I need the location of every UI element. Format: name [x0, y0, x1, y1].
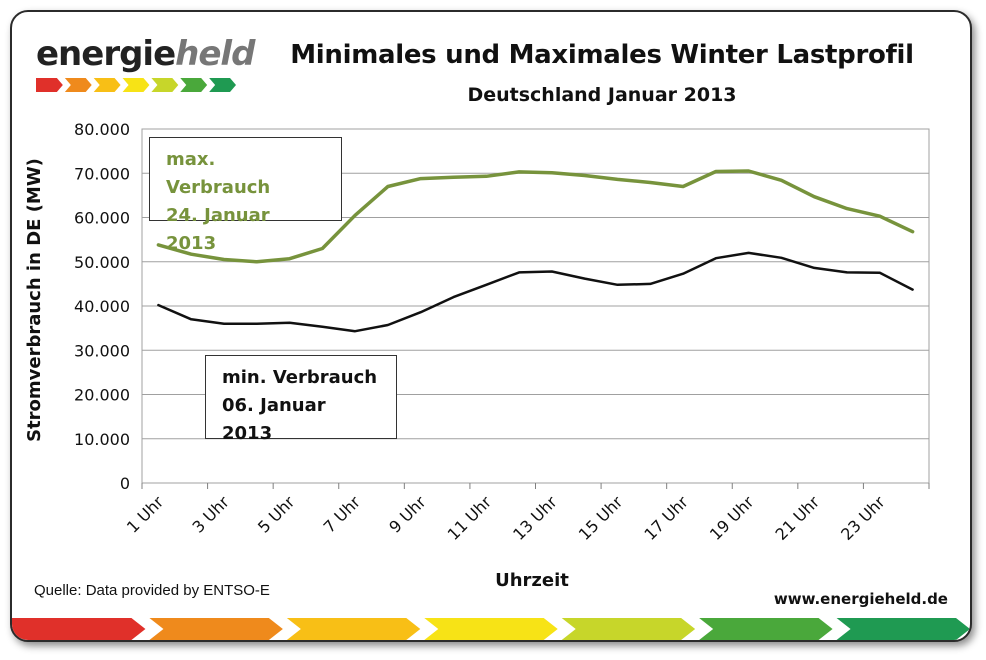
max-annotation-line1: max. Verbrauch: [166, 149, 271, 198]
logo-text-energie: energie: [36, 34, 176, 74]
chart-title: Minimales und Maximales Winter Lastprofi…: [290, 40, 914, 70]
y-tick-label: 0: [120, 474, 130, 493]
x-tick-label: 21 Uhr: [772, 492, 824, 544]
energieheld-logo: energieheld: [36, 34, 255, 104]
logo-bar-segment: [180, 78, 208, 92]
x-tick-label: 3 Uhr: [188, 492, 233, 537]
max-annotation-box: max. Verbrauch 24. Januar 2013: [149, 137, 342, 254]
logo-bar-segment: [93, 78, 121, 92]
y-tick-label: 80.000: [74, 120, 130, 139]
bottom-bar-segment: [424, 618, 558, 640]
y-tick-label: 70.000: [74, 164, 130, 183]
x-tick-label: 23 Uhr: [837, 492, 889, 544]
bottom-bar-segment: [12, 618, 146, 640]
efficiency-color-bar: [12, 618, 970, 640]
bottom-bar-segment: [286, 618, 421, 640]
logo-bar-segment: [122, 78, 150, 92]
chart-card: energieheld Minimales und Maximales Wint…: [10, 10, 972, 642]
series-line-max: [156, 169, 915, 264]
y-tick-label: 10.000: [74, 430, 130, 449]
series-line-min: [157, 251, 914, 333]
bottom-bar-segment: [149, 618, 283, 640]
logo-bar-segment: [209, 78, 236, 92]
logo-text-held: held: [175, 34, 255, 74]
y-tick-label: 60.000: [74, 209, 130, 228]
y-tick-label: 20.000: [74, 386, 130, 405]
chart-subtitle: Deutschland Januar 2013: [467, 84, 737, 106]
bottom-bar-segment: [699, 618, 833, 640]
bottom-bar-segment: [836, 618, 970, 640]
logo-bar-segment: [36, 78, 63, 92]
min-annotation-line1: min. Verbrauch: [222, 367, 378, 388]
x-tick-label: 1 Uhr: [123, 492, 168, 537]
line-chart: 0 10.000 20.000 30.000 40.000 50.000 60.000 70.…: [24, 120, 930, 591]
source-note: Quelle: Data provided by ENTSO-E: [34, 582, 270, 599]
x-tick-label: 9 Uhr: [385, 492, 430, 537]
max-annotation-line2: 24. Januar 2013: [166, 205, 270, 254]
y-tick-label: 50.000: [74, 253, 130, 272]
x-tick-label: 15 Uhr: [575, 492, 627, 544]
x-tick-label: 19 Uhr: [706, 492, 758, 544]
website-url[interactable]: www.energieheld.de: [773, 590, 948, 608]
min-annotation-line2: 06. Januar 2013: [222, 395, 326, 444]
x-tick-label: 5 Uhr: [254, 492, 299, 537]
y-axis-label: Stromverbrauch in DE (MW): [24, 158, 45, 442]
y-tick-label: 40.000: [74, 297, 130, 316]
bottom-bar-segment: [561, 618, 696, 640]
min-annotation-box: min. Verbrauch 06. Januar 2013: [205, 355, 397, 444]
x-axis-label: Uhrzeit: [495, 570, 569, 591]
x-tick-label: 11 Uhr: [444, 492, 496, 544]
y-tick-label: 30.000: [74, 341, 130, 360]
logo-bar-segment: [64, 78, 92, 92]
x-tick-label: 7 Uhr: [320, 492, 365, 537]
x-tick-label: 13 Uhr: [509, 492, 561, 544]
logo-efficiency-bar: [36, 78, 236, 92]
x-tick-label: 17 Uhr: [640, 492, 692, 544]
logo-bar-segment: [151, 78, 179, 92]
